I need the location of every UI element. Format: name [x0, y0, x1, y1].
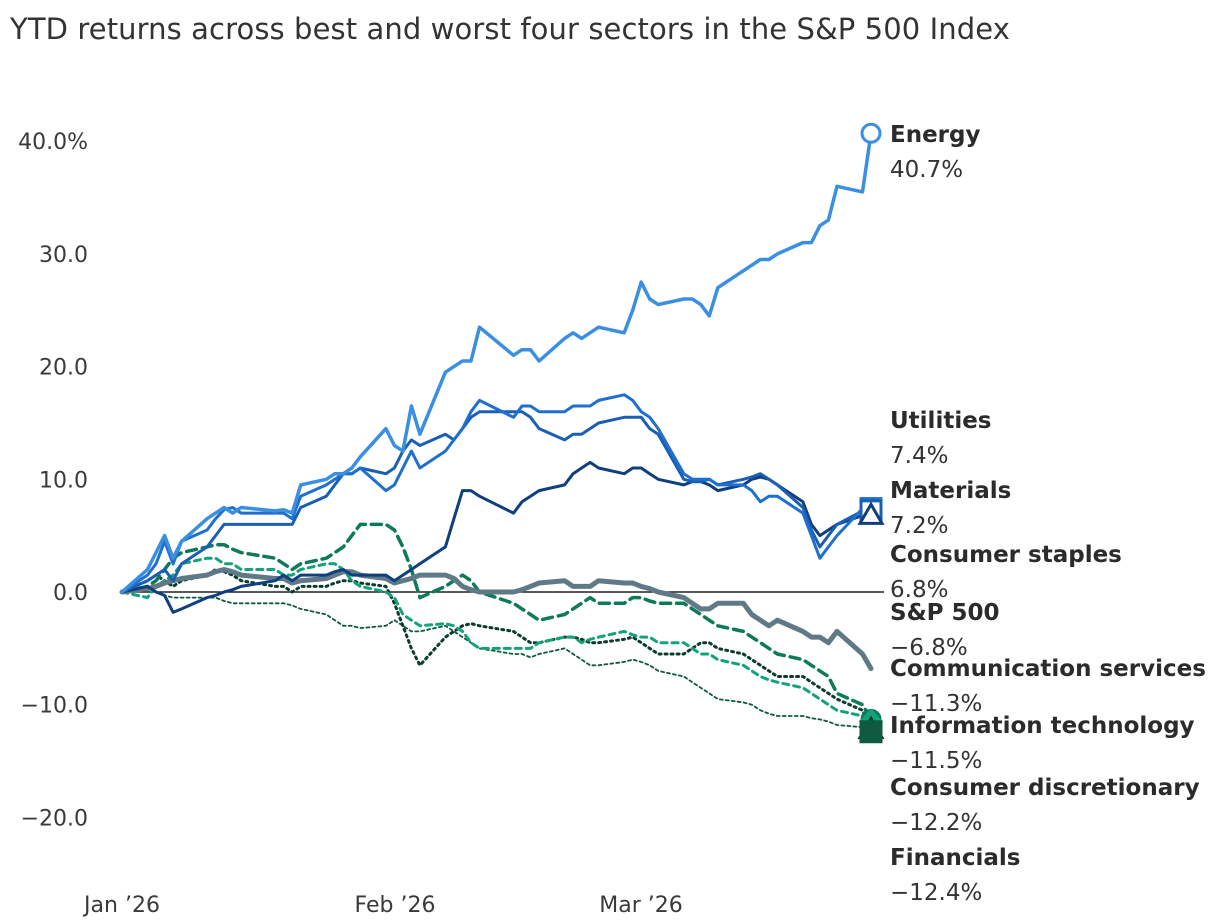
end-label-name-sandp-500: S&P 500 [890, 600, 1000, 626]
end-label-value-communication-services: −11.3% [890, 691, 982, 717]
end-label-value-utilities: 7.4% [890, 443, 948, 469]
x-tick-label: Mar ’26 [599, 893, 683, 918]
end-marker-financials [859, 720, 883, 744]
y-tick-label: 30.0 [39, 243, 88, 268]
x-tick-label: Feb ’26 [355, 893, 436, 918]
end-label-name-information-technology: Information technology [890, 713, 1195, 739]
y-tick-label: 0.0 [53, 581, 88, 606]
end-label-value-financials: −12.4% [890, 880, 982, 906]
x-tick-label: Jan ’26 [82, 893, 160, 918]
series-line-communication-services [120, 522, 873, 722]
series-line-consumer-staples [120, 460, 873, 614]
y-tick-label: −10.0 [21, 694, 88, 719]
end-label-name-energy: Energy [890, 122, 980, 148]
y-axis-ticks: 40.0% 30.0 20.0 10.0 0.0 −10.0 −20.0 [18, 130, 88, 831]
end-label-name-consumer-discretionary: Consumer discretionary [890, 775, 1200, 801]
series-line-consumer-discretionary [120, 568, 873, 731]
end-labels: Energy 40.7% Utilities 7.4% Materials 7.2% Con… [890, 122, 1206, 906]
series-line-information-technology [120, 556, 873, 724]
series-line-sandp-500 [119, 567, 874, 672]
series-line-utilities [120, 393, 873, 594]
end-label-name-financials: Financials [890, 845, 1020, 871]
end-markers [857, 122, 885, 744]
end-label-value-energy: 40.7% [890, 157, 963, 183]
end-label-name-utilities: Utilities [890, 408, 992, 434]
end-label-value-consumer-discretionary: −12.2% [890, 810, 982, 836]
series-lines [119, 131, 874, 733]
end-label-name-communication-services: Communication services [890, 656, 1206, 682]
end-label-value-sandp-500: −6.8% [890, 635, 968, 661]
y-tick-label: 10.0 [39, 468, 88, 493]
end-label-name-materials: Materials [890, 478, 1011, 504]
x-axis-ticks: Jan ’26 Feb ’26 Mar ’26 [82, 893, 683, 918]
series-line-financials [121, 588, 872, 733]
chart-title: YTD returns across best and worst four s… [10, 12, 1010, 46]
end-label-value-consumer-staples: 6.8% [890, 577, 948, 603]
y-tick-label: −20.0 [21, 806, 88, 831]
end-marker-energy [860, 122, 882, 144]
end-label-value-information-technology: −11.5% [890, 748, 982, 774]
y-tick-label: 40.0% [18, 130, 88, 155]
series-line-materials [120, 410, 873, 594]
end-label-value-materials: 7.2% [890, 513, 948, 539]
series-line-energy [120, 131, 873, 594]
y-tick-label: 20.0 [39, 356, 88, 381]
end-marker-consumer-staples [857, 501, 885, 525]
end-label-name-consumer-staples: Consumer staples [890, 542, 1122, 568]
